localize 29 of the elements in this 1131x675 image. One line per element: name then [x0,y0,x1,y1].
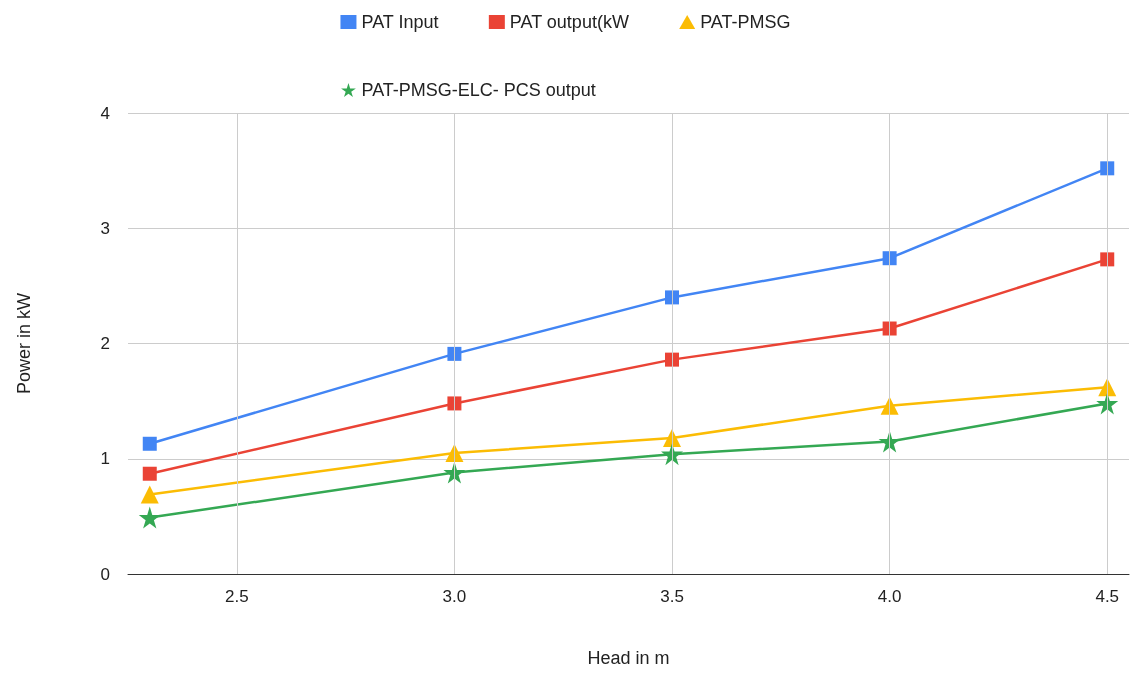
point [882,251,897,266]
x-tick-label: 3.5 [660,587,684,606]
x-tick-label: 3.0 [442,587,467,606]
point [142,436,157,451]
x-tick-label: 2.5 [224,587,249,606]
legend-label: PAT output(kW [509,12,629,32]
y-tick-label: 4 [100,103,110,123]
point [1100,161,1115,176]
point [138,506,161,529]
point [140,485,159,504]
point [665,290,680,305]
y-tick-label: 2 [100,334,110,353]
point [882,321,897,336]
point [665,352,680,367]
y-axis-title: Power in kW [14,292,34,395]
point [880,396,899,415]
y-tick-label: 1 [100,449,110,469]
point [142,466,157,481]
legend-label: PAT Input [361,12,439,32]
x-tick-label: 4.5 [1095,587,1120,606]
point [447,396,462,411]
x-tick-label: 4.0 [877,587,902,606]
point [1100,252,1115,267]
y-tick-label: 0 [100,564,110,584]
y-tick-label: 3 [100,218,110,238]
x-axis-title: Head in m [587,648,670,668]
point [447,346,462,361]
legend-label: PAT-PMSG [700,12,791,32]
legend-label: PAT-PMSG-ELC- PCS output [361,80,596,100]
